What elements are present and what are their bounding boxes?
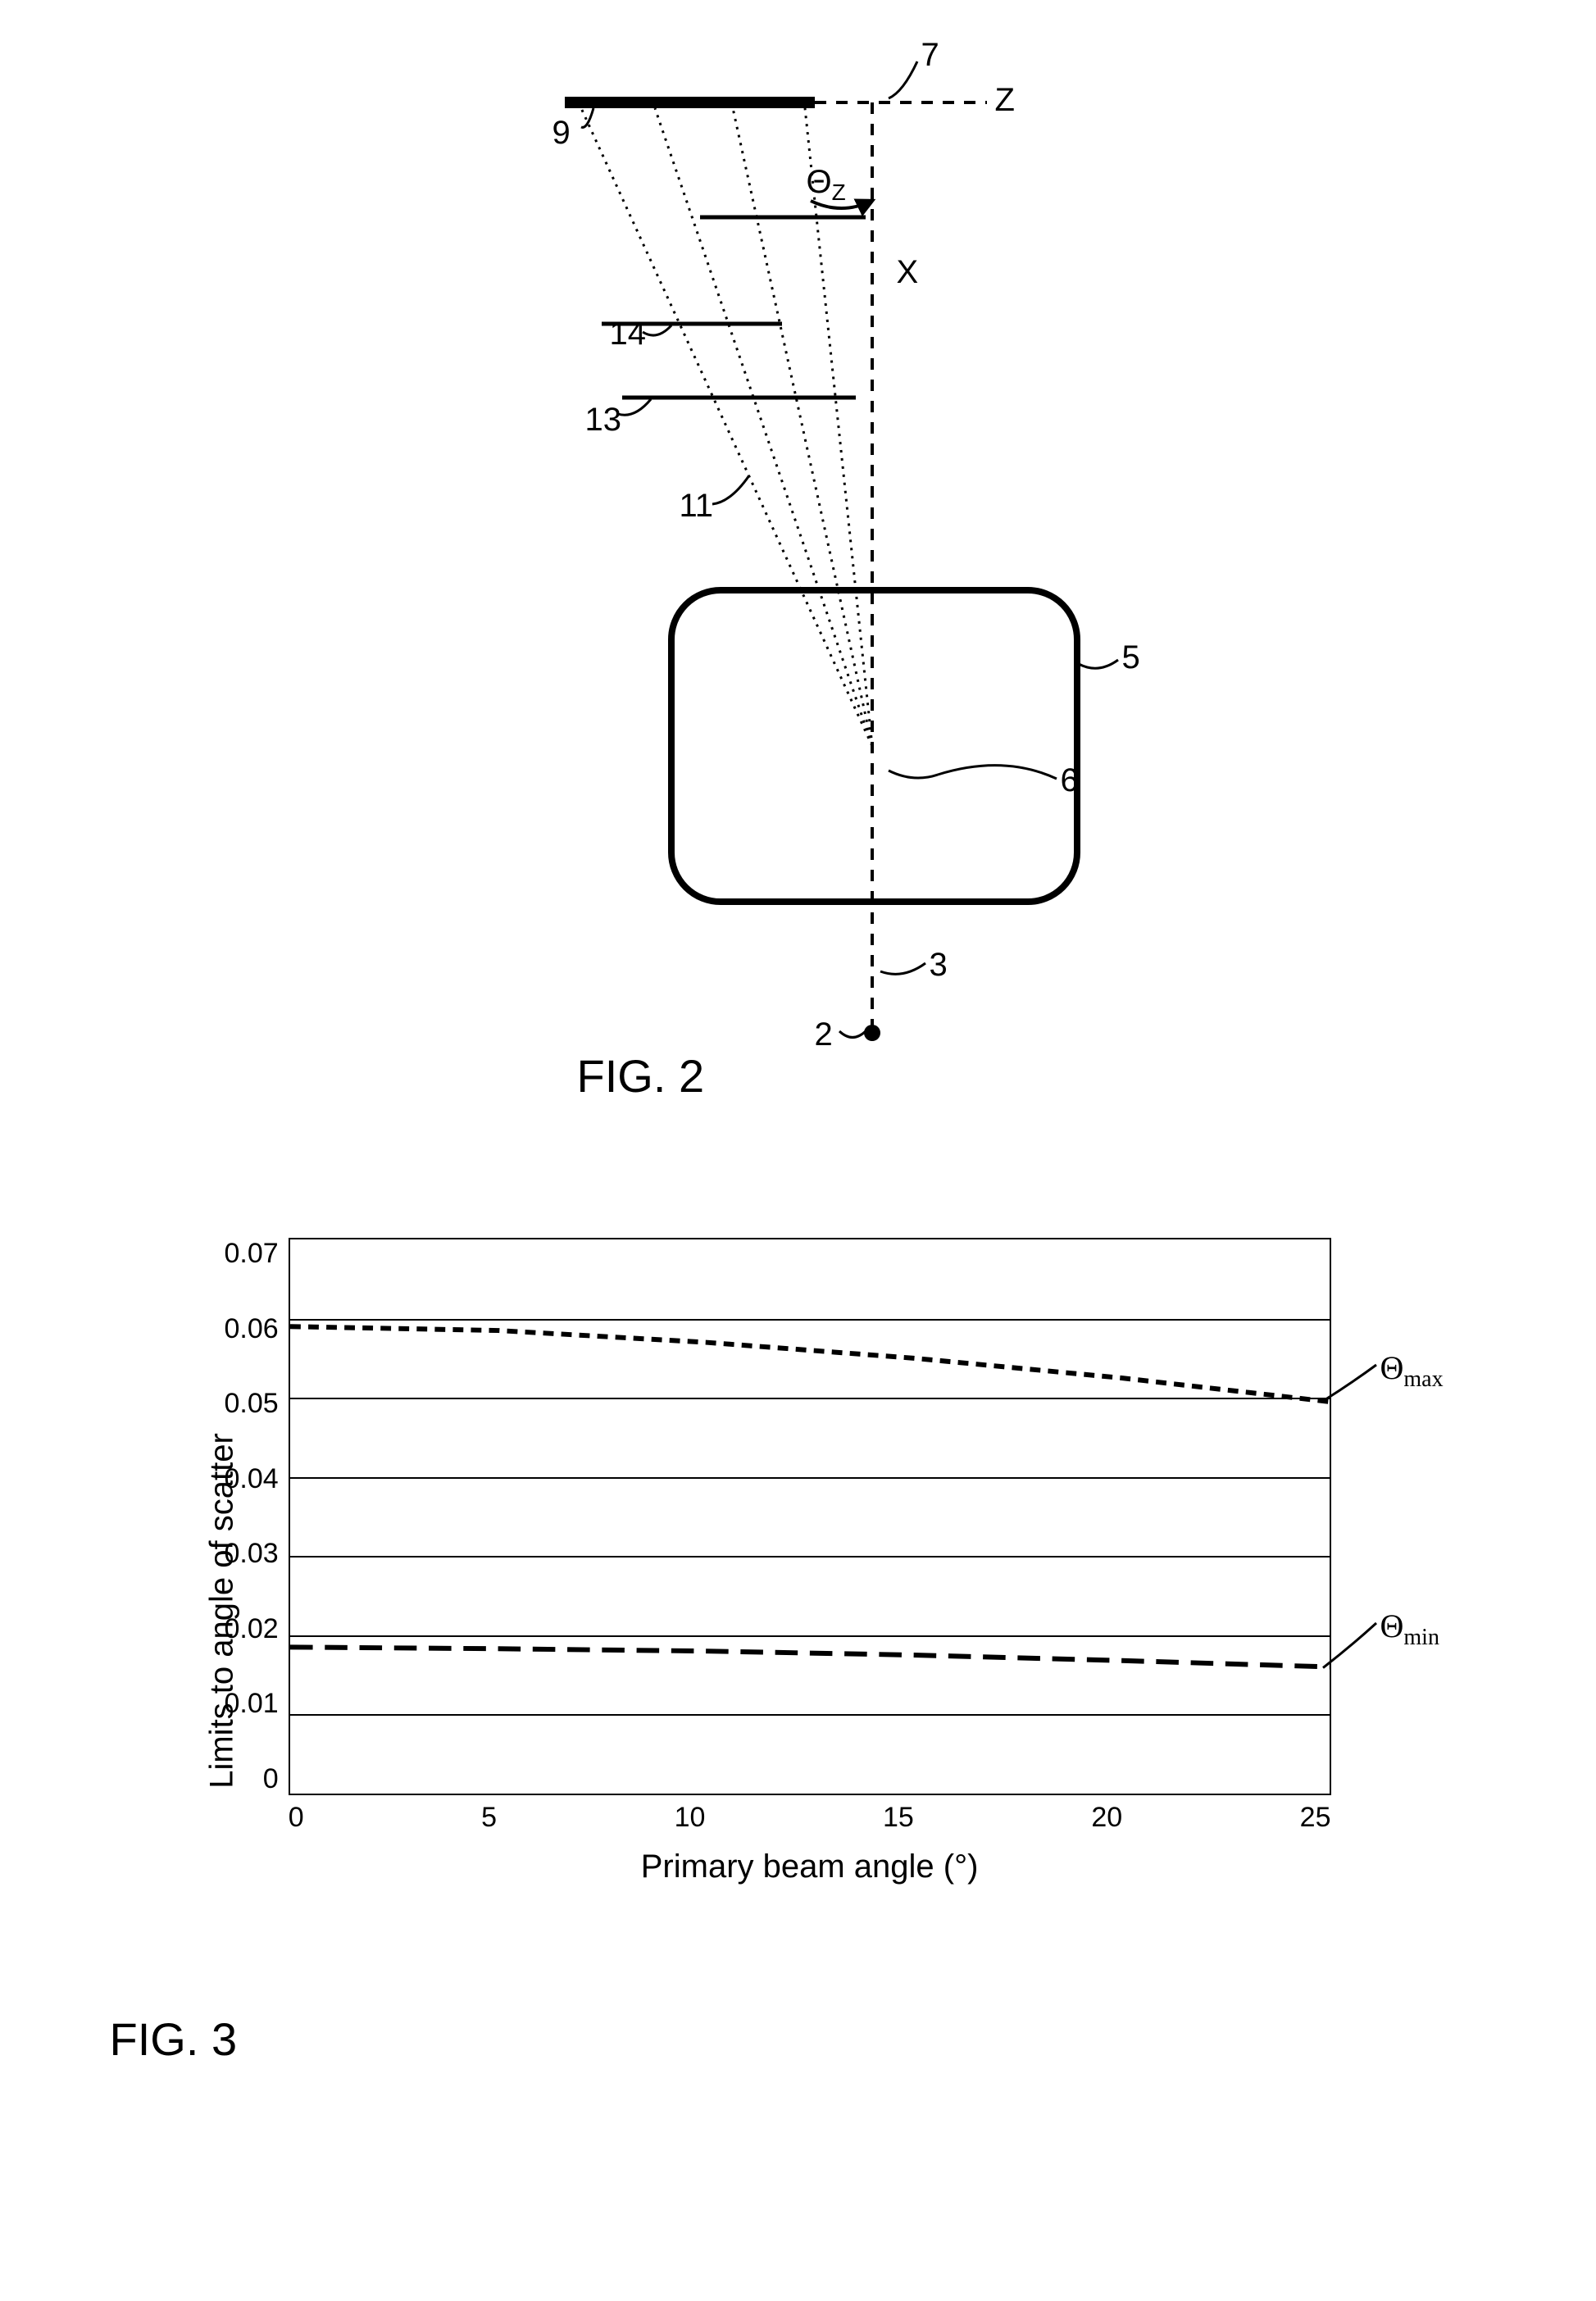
x-tick: 5 [481, 1802, 497, 1834]
gridline [290, 1714, 1330, 1716]
label-11: 11 [680, 488, 714, 525]
label-theta-z: ΘZ [807, 164, 846, 206]
y-tick: 0.05 [225, 1388, 279, 1420]
y-tick: 0 [263, 1763, 279, 1795]
fig3-x-axis-label: Primary beam angle (°) [289, 1849, 1331, 1885]
fig2-caption: FIG. 2 [577, 1049, 705, 1103]
label-14: 14 [610, 316, 647, 352]
fig3-legend-connectors [1331, 1238, 1495, 1795]
label-5: 5 [1122, 639, 1140, 676]
label-6: 6 [1061, 762, 1079, 799]
figure-2: 7 Z 9 ΘZ X 14 13 11 5 6 3 2 FIG. 2 [348, 33, 1249, 1139]
x-tick: 10 [675, 1802, 706, 1834]
label-Z: Z [995, 82, 1015, 119]
label-9: 9 [552, 115, 571, 152]
gridline [290, 1477, 1330, 1479]
theta-min-main: Θ [1380, 1608, 1404, 1644]
fig3-chart-area [289, 1238, 1331, 1795]
gridline [290, 1556, 1330, 1557]
gridline [290, 1398, 1330, 1399]
x-tick: 25 [1300, 1802, 1331, 1834]
label-3: 3 [930, 947, 948, 984]
theta-z-main: Θ [807, 164, 832, 200]
theta-max-sub: max [1403, 1367, 1443, 1392]
x-tick: 15 [883, 1802, 914, 1834]
theta-z-sub: Z [832, 180, 846, 205]
fig3-x-ticks: 0 5 10 15 20 25 [289, 1795, 1331, 1834]
fig2-diagram [348, 33, 1249, 1098]
theta-min-sub: min [1403, 1625, 1439, 1650]
label-2: 2 [815, 1016, 833, 1053]
series-theta_min [290, 1647, 1330, 1667]
fig3-y-axis-label: Limits to angle of scatter [203, 1433, 240, 1789]
legend-theta-max: Θmax [1380, 1348, 1444, 1393]
gridline [290, 1635, 1330, 1637]
label-X: X [897, 254, 919, 291]
figure-3: Limits to angle of scatter 0.07 0.06 0.05 0… [102, 1238, 1495, 1984]
y-tick: 0.06 [225, 1313, 279, 1345]
legend-theta-min: Θmin [1380, 1607, 1439, 1651]
y-tick: 0.07 [225, 1238, 279, 1270]
series-theta_max [290, 1326, 1330, 1402]
label-13: 13 [585, 402, 622, 439]
x-tick: 20 [1091, 1802, 1122, 1834]
theta-max-main: Θ [1380, 1349, 1404, 1386]
label-7: 7 [921, 37, 939, 74]
x-tick: 0 [289, 1802, 304, 1834]
fig3-plot-svg [290, 1239, 1330, 1794]
gridline [290, 1319, 1330, 1321]
fig3-caption: FIG. 3 [110, 2012, 238, 2066]
